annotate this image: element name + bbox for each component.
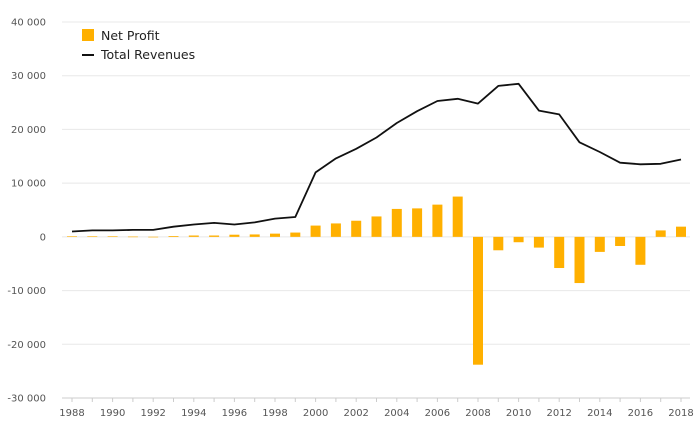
x-tick-label: 2010	[506, 408, 531, 419]
net-profit-bars	[67, 196, 686, 365]
net-profit-bar	[148, 236, 159, 238]
net-profit-bar	[452, 196, 463, 237]
y-tick-label: 20 000	[11, 125, 46, 136]
y-tick-label: 30 000	[11, 71, 46, 82]
net-profit-bar	[107, 236, 118, 237]
legend-net-profit-swatch	[82, 29, 94, 41]
net-profit-bar	[290, 232, 301, 237]
x-tick-label: 2012	[546, 408, 571, 419]
net-profit-bar	[676, 226, 686, 237]
net-profit-bar	[270, 233, 280, 237]
y-tick-label: -20 000	[7, 340, 46, 351]
x-tick-label: 2000	[303, 408, 328, 419]
net-profit-bar	[473, 236, 483, 365]
net-profit-bar	[209, 235, 220, 237]
net-profit-bar	[432, 204, 443, 237]
x-axis: 1988 1990 1992 1994 1996 1998 2000 2002 2004 2006…	[59, 397, 694, 419]
net-profit-bar	[249, 234, 260, 237]
legend-net-profit-label: Net Profit	[101, 28, 160, 43]
x-tick-label: 1996	[222, 408, 247, 419]
x-tick-label: 2018	[668, 408, 693, 419]
net-profit-bar	[554, 236, 565, 269]
y-tick-label: 0	[40, 232, 46, 243]
net-profit-bar	[87, 236, 98, 237]
net-profit-bar	[310, 225, 321, 237]
x-tick-label: 1988	[59, 408, 84, 419]
total-revenues-line-layer	[71, 82, 682, 233]
net-profit-bar	[635, 236, 646, 265]
net-profit-bar	[574, 236, 585, 284]
net-profit-bar	[655, 230, 666, 237]
x-tick-label: 2014	[587, 408, 612, 419]
net-profit-bar	[127, 236, 138, 238]
x-tick-label: 1998	[262, 408, 287, 419]
net-profit-bar	[168, 236, 179, 237]
net-profit-bar	[188, 235, 199, 237]
grid-lines	[62, 21, 690, 345]
net-profit-bar	[412, 208, 423, 237]
y-axis-tick-labels: 40 000 30 000 20 000 10 000 0 -10 000 -20 000 -…	[7, 18, 46, 405]
net-profit-bar	[493, 236, 504, 251]
y-tick-label: 10 000	[11, 179, 46, 190]
net-profit-bar	[351, 220, 362, 237]
y-tick-label: -10 000	[7, 286, 46, 297]
net-profit-bar	[533, 236, 544, 248]
x-tick-label: 1990	[100, 408, 125, 419]
net-profit-bar	[513, 236, 524, 243]
x-tick-label: 2004	[384, 408, 409, 419]
x-tick-label: 2002	[343, 408, 368, 419]
net-profit-bar	[229, 234, 240, 237]
x-tick-label: 2016	[628, 408, 653, 419]
net-profit-bar	[391, 208, 402, 237]
net-profit-bar	[371, 216, 382, 237]
x-tick-label: 1994	[181, 408, 206, 419]
total-revenues-line	[71, 82, 682, 233]
net-profit-bar	[67, 236, 77, 237]
net-profit-bar	[615, 236, 626, 246]
x-tick-label: 2008	[465, 408, 490, 419]
legend-total-revenues-label: Total Revenues	[100, 47, 195, 62]
legend: Net Profit Total Revenues	[82, 28, 195, 62]
x-tick-label: 2006	[425, 408, 450, 419]
x-tick-label: 1992	[140, 408, 165, 419]
net-profit-bar	[330, 223, 341, 237]
net-profit-bar	[594, 236, 605, 252]
y-tick-label: 40 000	[11, 18, 46, 29]
y-tick-label: -30 000	[7, 394, 46, 405]
